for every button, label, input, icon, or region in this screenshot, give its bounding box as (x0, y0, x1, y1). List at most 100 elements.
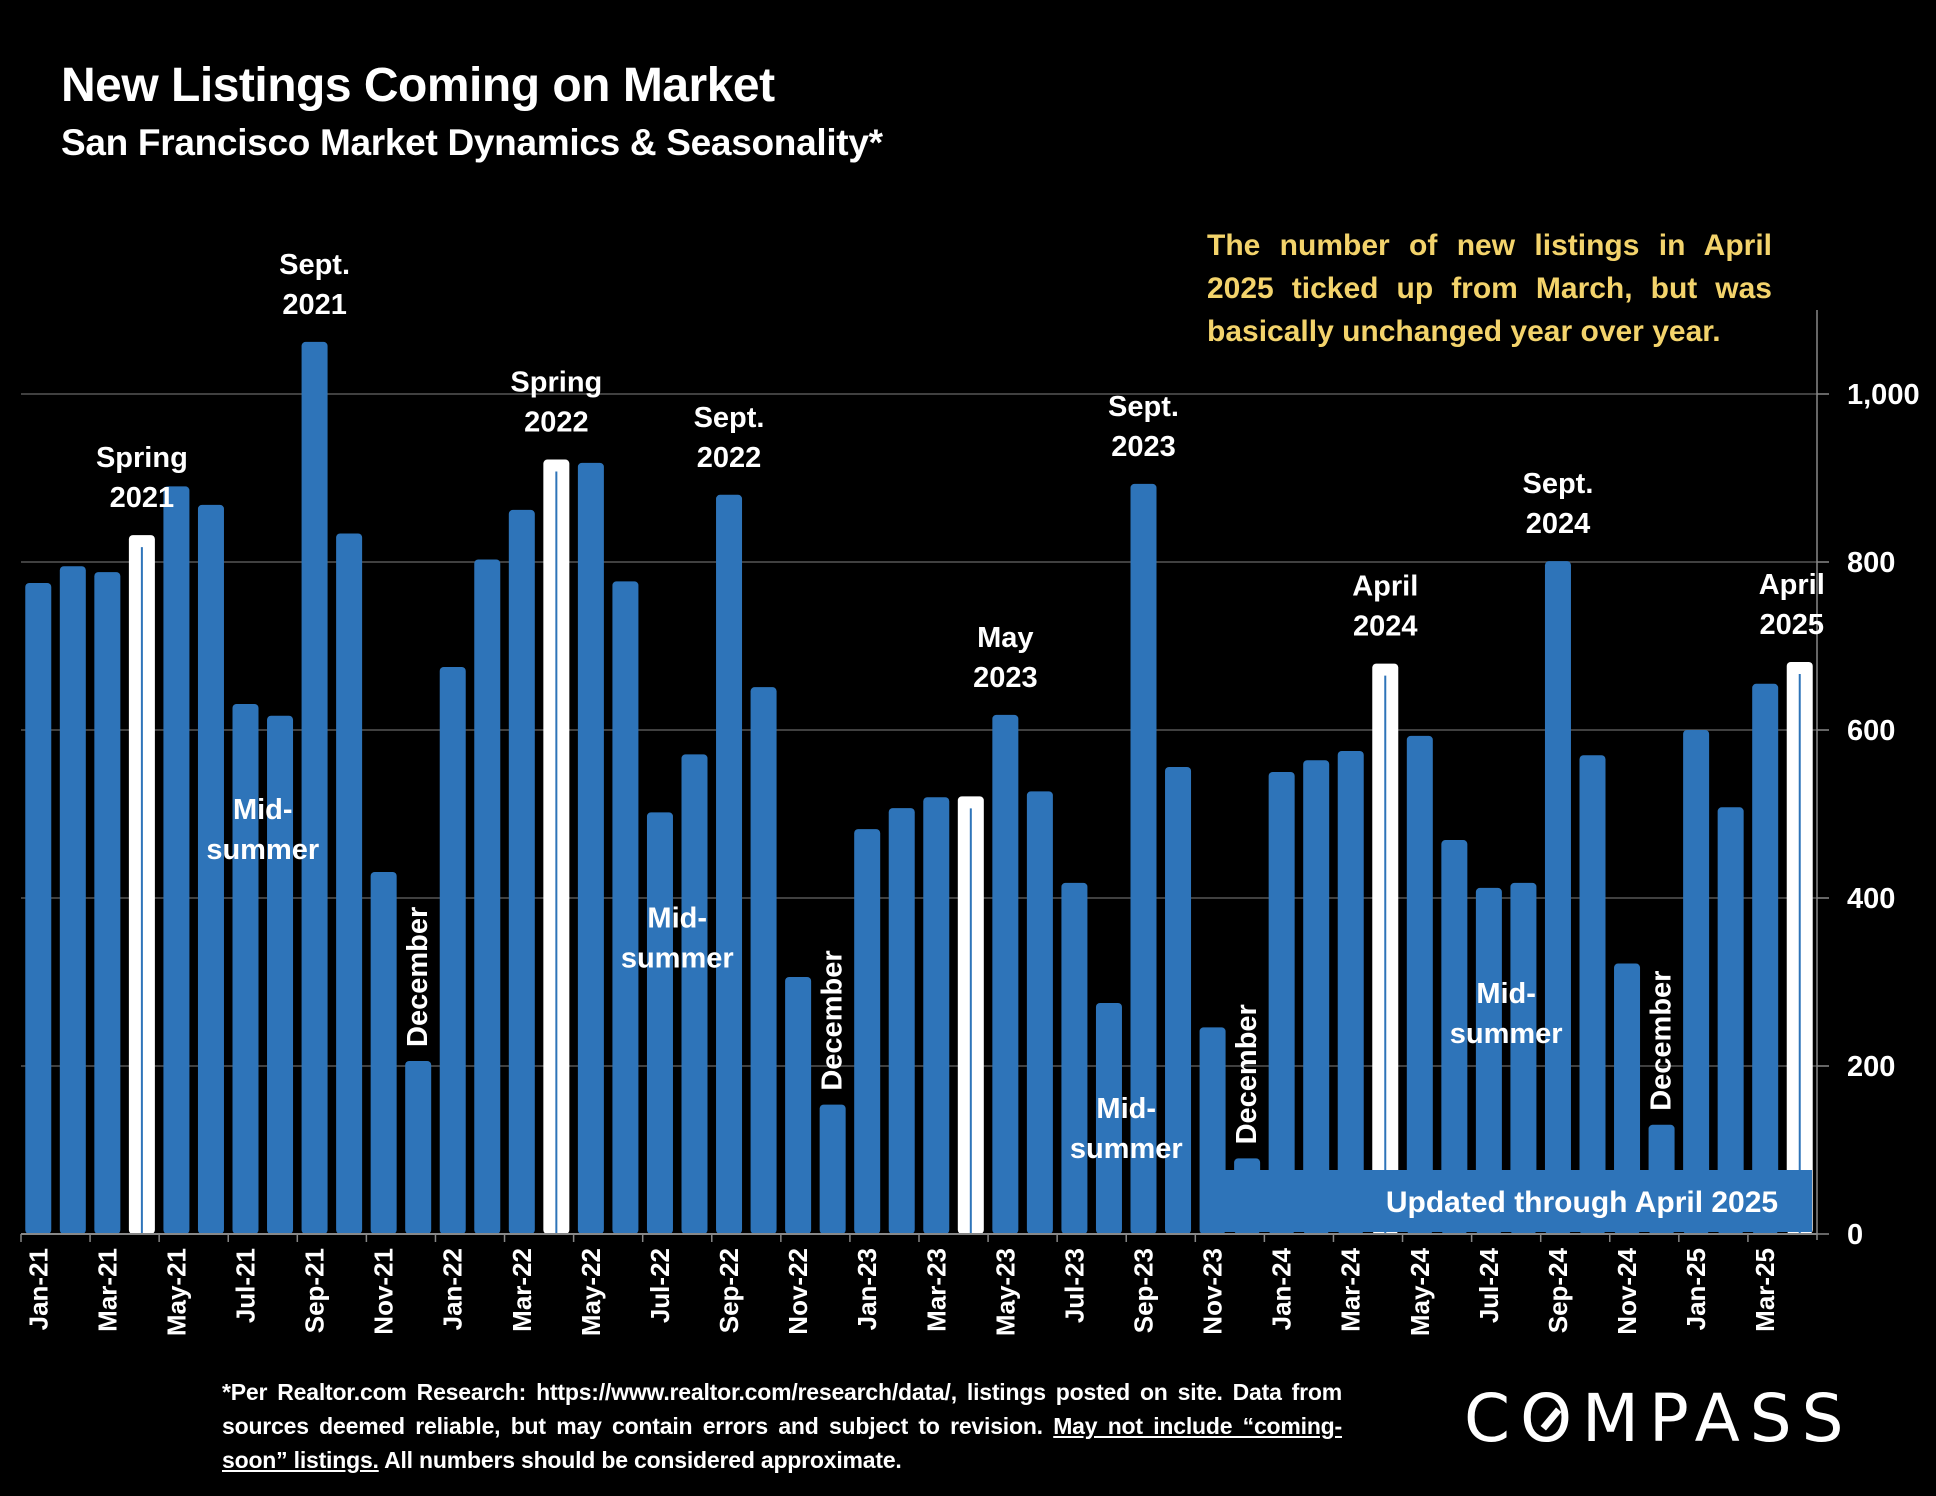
bar-aug-21 (267, 715, 294, 1234)
bar-nov-24 (1614, 963, 1641, 1234)
bar-sep-24 (1544, 561, 1571, 1234)
bar-feb-21 (59, 566, 86, 1234)
y-tick-label: 1,000 (1847, 379, 1920, 411)
updated-banner-text: Updated through April 2025 (1386, 1186, 1778, 1219)
bar-sep-23 (1130, 483, 1157, 1234)
annotation-label: Mid- (647, 902, 707, 934)
bar-sep-21 (301, 341, 328, 1234)
annotation-label: summer (1070, 1133, 1183, 1165)
x-tick-label: Mar-25 (1750, 1248, 1780, 1332)
bar-mar-24 (1337, 751, 1364, 1234)
annotation-note: The number of new listings in April 2025… (1207, 229, 1772, 348)
x-tick-label: May-23 (990, 1248, 1020, 1336)
x-tick-label: May-21 (161, 1248, 191, 1336)
x-tick-label: Mar-21 (92, 1248, 122, 1332)
x-tick-label: Jan-22 (438, 1248, 468, 1330)
x-tick-label: Jan-21 (23, 1248, 53, 1330)
annotation-label: summer (621, 942, 734, 974)
x-tick-label: Jan-25 (1681, 1248, 1711, 1330)
compass-logo: COMPASS (1464, 1380, 1854, 1457)
bar-jul-21 (232, 703, 259, 1234)
footnote: *Per Realtor.com Research: https://www.r… (222, 1375, 1342, 1477)
bar-jan-24 (1268, 772, 1295, 1234)
bar-mar-23 (923, 797, 950, 1234)
x-tick-label: Mar-22 (507, 1248, 537, 1332)
bar-feb-24 (1303, 760, 1330, 1234)
footnote-underlined: May not include “coming-soon” listings. (222, 1413, 1342, 1473)
annotation-label: Sept. (1523, 468, 1594, 500)
bar-sep-22 (716, 494, 743, 1234)
bar-may-24 (1406, 735, 1433, 1234)
footnote-text: *Per Realtor.com Research: https://www.r… (222, 1379, 1342, 1439)
x-tick-label: Sep-21 (300, 1248, 330, 1333)
x-tick-label: Mar-24 (1336, 1247, 1366, 1331)
annotation-label: May (977, 622, 1033, 654)
bar-jul-22 (646, 812, 673, 1234)
bar-feb-25 (1717, 807, 1744, 1234)
x-tick-label: May-24 (1405, 1247, 1435, 1336)
footnote-text-end: All numbers should be considered approxi… (378, 1447, 902, 1473)
annotation-label: Spring (510, 367, 602, 399)
bar-oct-23 (1165, 766, 1192, 1234)
y-tick-label: 0 (1847, 1219, 1863, 1251)
y-tick-label: 200 (1847, 1051, 1895, 1083)
x-tick-label: Jan-23 (852, 1248, 882, 1330)
annotation-label: December (1231, 1004, 1263, 1144)
annotation-label: Spring (96, 442, 188, 474)
annotation-label: 2021 (110, 482, 175, 514)
annotation-label: Sept. (279, 249, 350, 281)
annotation-label: 2021 (282, 289, 347, 321)
x-tick-label: Nov-24 (1612, 1247, 1642, 1334)
x-tick-label: Sep-23 (1129, 1248, 1159, 1333)
bar-oct-24 (1579, 755, 1606, 1234)
bar-mar-25 (1752, 683, 1779, 1234)
bar-jan-22 (439, 667, 466, 1234)
bar-feb-22 (474, 559, 501, 1234)
bar-mar-22 (508, 509, 535, 1234)
annotation-label: December (402, 907, 434, 1047)
y-tick-label: 800 (1847, 547, 1895, 579)
y-tick-label: 600 (1847, 715, 1895, 747)
bar-jun-24 (1441, 840, 1468, 1234)
chart-title: New Listings Coming on Market (61, 59, 775, 112)
annotation-label: Mid- (233, 794, 293, 826)
x-tick-label: May-22 (576, 1248, 606, 1336)
bar-aug-24 (1510, 882, 1537, 1234)
annotation-label: 2024 (1353, 611, 1418, 643)
annotation-label: 2025 (1759, 609, 1824, 641)
x-tick-label: Mar-23 (921, 1248, 951, 1332)
annotation-label: Sept. (1108, 391, 1179, 423)
x-tick-label: Jan-24 (1267, 1247, 1297, 1330)
bar-may-21 (163, 486, 190, 1234)
annotation-label: 2024 (1526, 508, 1591, 540)
bar-jul-24 (1475, 887, 1502, 1234)
bar-oct-21 (336, 533, 363, 1234)
bar-nov-22 (785, 976, 812, 1234)
x-tick-label: Nov-22 (783, 1248, 813, 1335)
bar-may-23 (992, 714, 1019, 1234)
bar-mar-21 (94, 572, 121, 1234)
annotation-label: 2022 (524, 407, 589, 439)
annotation-label: summer (206, 834, 319, 866)
x-tick-label: Nov-23 (1198, 1248, 1228, 1335)
x-tick-label: Jul-22 (645, 1248, 675, 1323)
annotation-label: December (817, 950, 849, 1090)
x-tick-label: Jul-21 (231, 1248, 261, 1323)
bar-jun-23 (1026, 791, 1053, 1234)
logo-o-slash-icon: O (1520, 1380, 1582, 1457)
bar-jan-23 (854, 829, 881, 1234)
bar-may-22 (577, 462, 604, 1234)
annotation-label: Mid- (1096, 1093, 1156, 1125)
bar-aug-22 (681, 754, 708, 1234)
x-tick-label: Nov-21 (369, 1248, 399, 1335)
annotation-label: 2022 (697, 442, 762, 474)
bar-jan-21 (25, 583, 52, 1234)
annotation-label: 2023 (973, 662, 1038, 694)
x-tick-label: Jul-24 (1474, 1247, 1504, 1323)
bar-feb-23 (888, 808, 915, 1234)
annotation-label: Sept. (694, 402, 765, 434)
bar-dec-22 (819, 1104, 846, 1234)
x-tick-label: Sep-24 (1543, 1247, 1573, 1333)
annotation-label: Mid- (1476, 978, 1536, 1010)
annotation-label: December (1646, 971, 1678, 1111)
